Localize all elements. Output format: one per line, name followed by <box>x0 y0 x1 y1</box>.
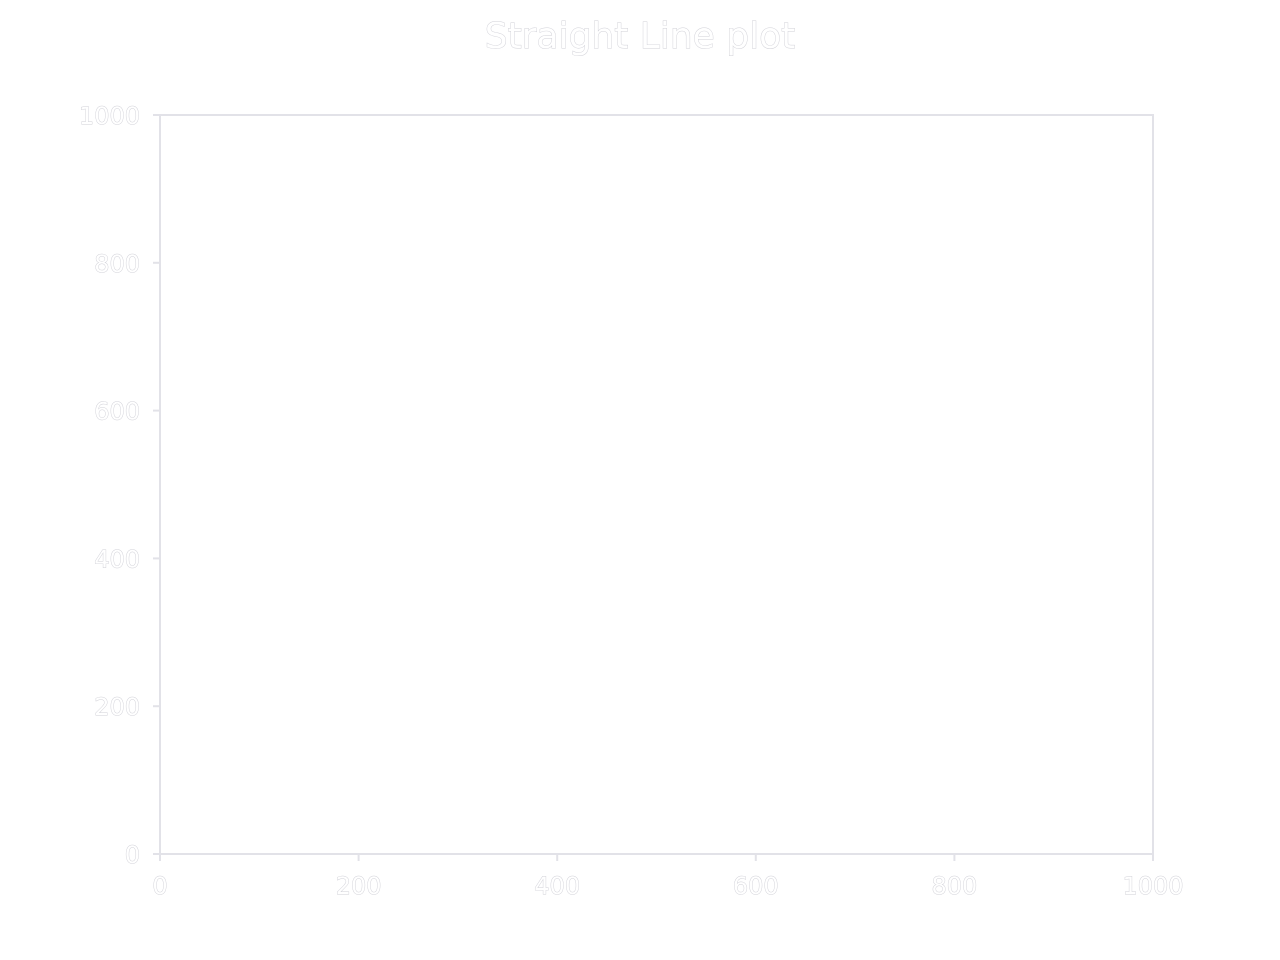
y-tick-label: 0 <box>125 841 140 869</box>
x-tick-label: 600 <box>733 872 779 900</box>
x-tick-label: 800 <box>931 872 977 900</box>
x-axis: 0 200 400 600 800 1000 <box>152 854 1184 900</box>
plot-area-frame <box>159 114 1154 855</box>
y-tick-label: 200 <box>94 693 140 721</box>
y-axis: 0 200 400 600 800 1000 <box>78 102 160 869</box>
x-tick-label: 1000 <box>1122 872 1183 900</box>
chart-title: Straight Line plot <box>485 16 796 57</box>
y-tick-label: 800 <box>94 250 140 278</box>
x-tick-label: 0 <box>152 872 167 900</box>
x-tick-label: 400 <box>534 872 580 900</box>
x-tick-label: 200 <box>336 872 382 900</box>
y-tick-label: 600 <box>94 398 140 426</box>
y-tick-label: 1000 <box>79 102 140 130</box>
y-tick-label: 400 <box>94 545 140 573</box>
